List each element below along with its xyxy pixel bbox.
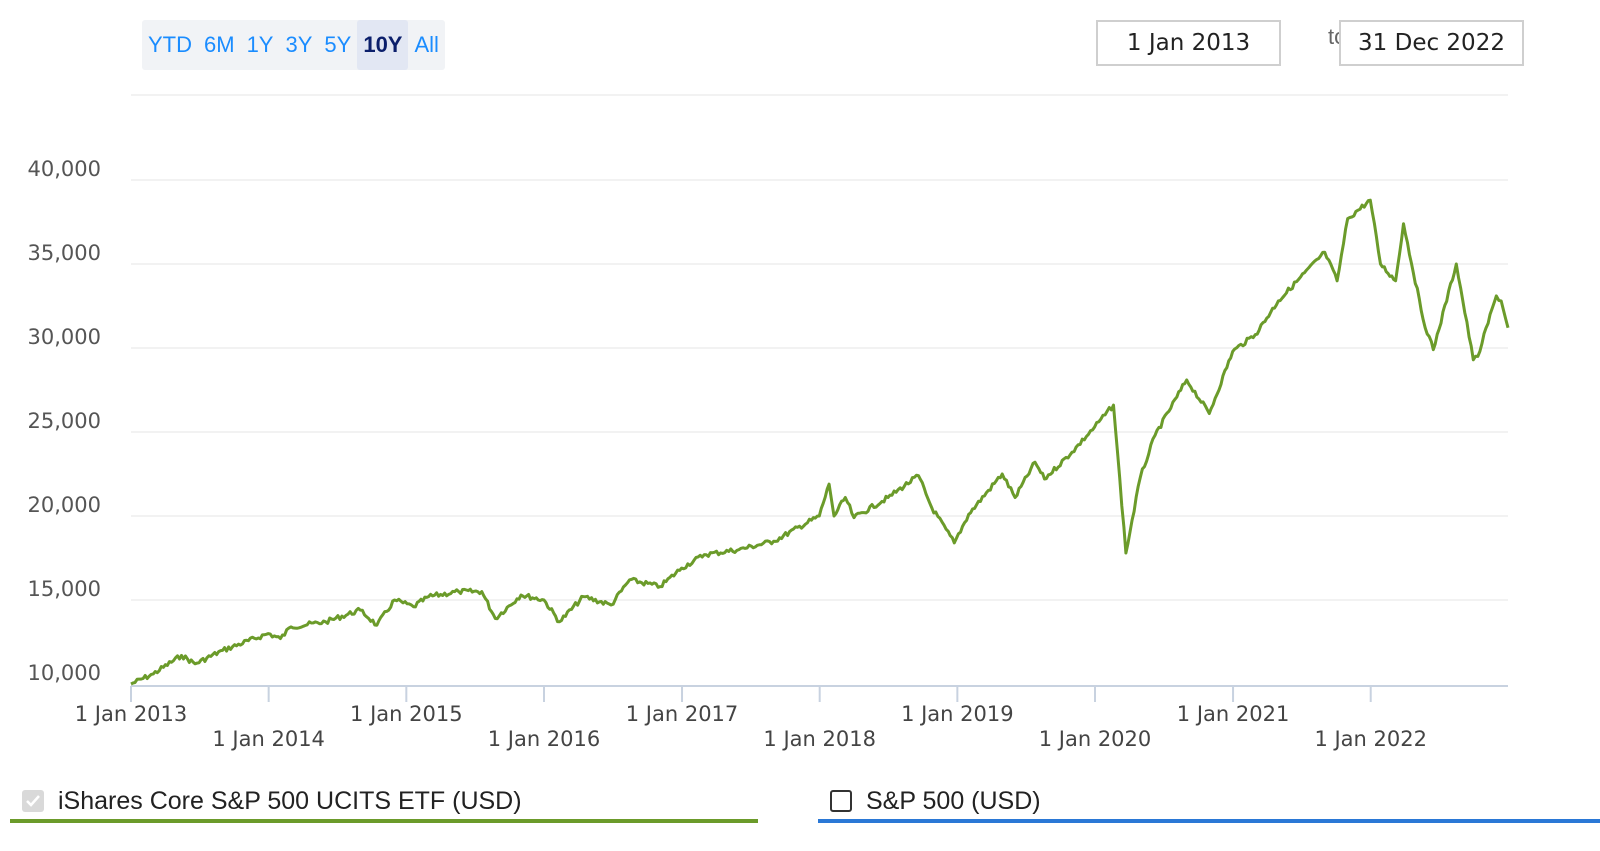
series-line-ishares [130, 198, 1510, 686]
y-tick-label: 15,000 [28, 577, 101, 601]
range-button-ytd[interactable]: YTD [148, 32, 192, 57]
x-axis: 1 Jan 2013 1 Jan 2014 1 Jan 2015 1 Jan 2016… [75, 685, 1508, 751]
y-axis: 10,000 15,000 20,000 25,000 30,000 35,000 40,0… [28, 157, 101, 685]
y-tick-label: 10,000 [28, 661, 101, 685]
range-button-5y[interactable]: 5Y [324, 32, 352, 57]
x-tick-label: 1 Jan 2020 [1039, 727, 1152, 751]
legend-underline-sp500 [818, 819, 1600, 823]
x-tick-label: 1 Jan 2019 [901, 702, 1014, 726]
legend-checkbox-ishares[interactable] [22, 790, 44, 812]
series-layer [130, 198, 1510, 686]
legend-label-ishares: iShares Core S&P 500 UCITS ETF (USD) [58, 786, 522, 815]
range-button-1y[interactable]: 1Y [246, 32, 274, 57]
legend-item-sp500[interactable]: S&P 500 (USD) [830, 778, 1041, 824]
grid-lines [131, 94, 1508, 601]
y-tick-label: 25,000 [28, 409, 101, 433]
y-tick-label: 30,000 [28, 325, 101, 349]
legend-item-ishares[interactable]: iShares Core S&P 500 UCITS ETF (USD) [22, 778, 522, 824]
range-button-3y[interactable]: 3Y [285, 32, 313, 57]
range-button-10y[interactable]: 10Y [357, 20, 409, 70]
range-selector: YTD 6M 1Y 3Y 5Y 10Y All [142, 20, 445, 70]
x-tick-label: 1 Jan 2022 [1314, 727, 1427, 751]
range-button-6m[interactable]: 6M [204, 32, 235, 57]
y-tick-label: 20,000 [28, 493, 101, 517]
x-tick-label: 1 Jan 2018 [763, 727, 876, 751]
range-button-all[interactable]: All [414, 32, 439, 57]
x-tick-label: 1 Jan 2015 [350, 702, 463, 726]
legend-label-sp500: S&P 500 (USD) [866, 786, 1041, 815]
date-to-input[interactable]: 31 Dec 2022 [1339, 20, 1524, 66]
line-chart: 10,000 15,000 20,000 25,000 30,000 35,000 40,0… [28, 94, 1510, 751]
x-tick-label: 1 Jan 2013 [75, 702, 188, 726]
x-tick-label: 1 Jan 2017 [626, 702, 739, 726]
legend-underline-ishares [10, 819, 758, 823]
legend-checkbox-sp500[interactable] [830, 790, 852, 812]
y-tick-label: 35,000 [28, 241, 101, 265]
y-tick-label: 40,000 [28, 157, 101, 181]
x-tick-label: 1 Jan 2014 [212, 727, 325, 751]
check-icon [26, 795, 40, 807]
x-tick-label: 1 Jan 2016 [488, 727, 601, 751]
x-tick-label: 1 Jan 2021 [1177, 702, 1290, 726]
date-from-input[interactable]: 1 Jan 2013 [1096, 20, 1281, 66]
